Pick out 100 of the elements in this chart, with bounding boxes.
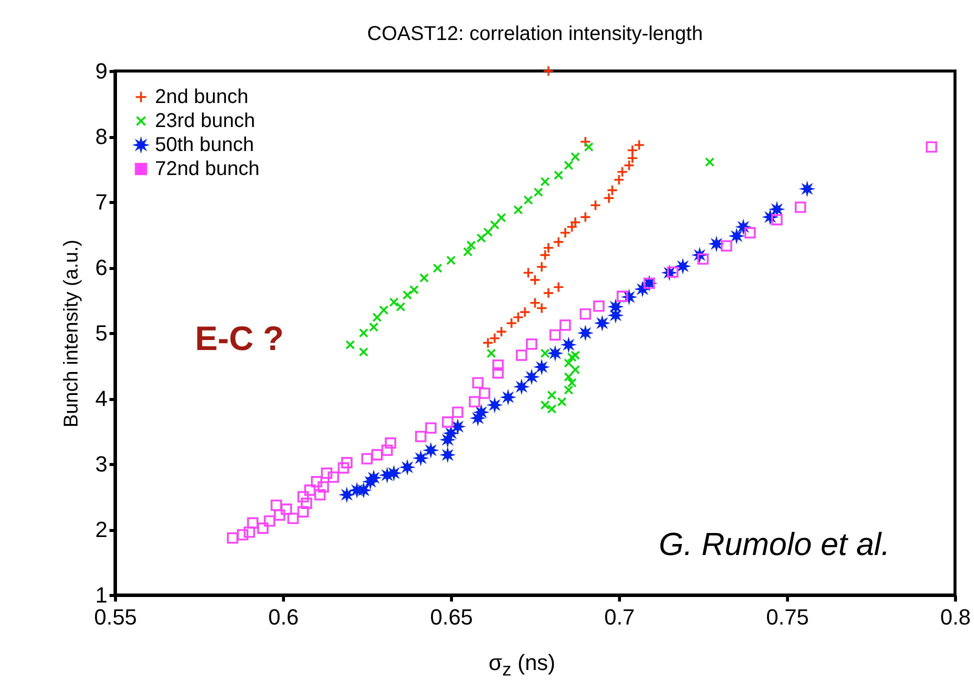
point [744,227,756,238]
point [298,506,309,518]
legend-label: 72nd bunch [155,158,260,180]
point [489,332,500,344]
point [524,195,533,205]
point [519,306,531,318]
point [483,227,493,237]
point [552,236,564,248]
point [512,312,524,323]
point [257,522,268,534]
x-tick-label: 0.6 [268,604,299,630]
point [300,498,312,509]
point [554,170,564,180]
point [560,227,571,238]
point [492,367,504,379]
point [593,300,604,312]
point [490,220,500,230]
legend-label: 2nd bunch [155,86,248,108]
y-axis-title: Bunch intensity (a.u.) [60,240,82,428]
y-tick-label: 2 [95,517,108,542]
point [557,397,567,406]
point [358,347,368,357]
y-tick-label: 8 [95,124,108,149]
y-tick-label: 5 [95,320,108,346]
point [371,449,383,460]
point [478,388,490,399]
point [446,256,456,265]
point [496,213,506,222]
point [590,200,602,211]
point [328,471,340,483]
point [341,457,352,468]
point [287,512,299,524]
point [514,205,523,215]
x-tick-label: 0.8 [940,604,971,630]
y-tick-label: 4 [95,386,108,411]
point [432,263,442,273]
point [547,404,556,414]
point [496,326,508,338]
point [771,214,783,226]
point [476,233,486,243]
point [419,273,429,283]
point [409,285,419,294]
point [358,328,368,338]
point [506,318,518,329]
y-tick-label: 9 [95,58,108,84]
y-tick-label: 7 [95,190,108,214]
point [584,142,594,152]
point [482,337,494,348]
point [542,242,554,254]
point [486,348,496,358]
point [616,166,628,178]
point [379,305,388,315]
point [552,282,564,293]
point [580,211,592,223]
point [472,377,484,388]
point [425,422,436,434]
point [321,468,332,479]
point [274,509,286,521]
point [346,340,355,350]
point [270,500,282,511]
point [603,192,615,204]
point [415,430,426,442]
point [570,152,580,162]
x-tick-label: 0.55 [94,604,137,630]
y-tick-label: 1 [95,582,108,608]
point [369,322,378,332]
point [237,529,248,540]
y-tick-label: 3 [95,452,108,476]
point [580,136,592,148]
point [570,364,580,374]
point [264,515,276,527]
point [280,504,292,515]
x-tick-label: 0.75 [766,604,809,630]
point [550,329,561,341]
point [389,298,399,307]
point [564,160,574,170]
point [547,390,556,400]
point [318,481,329,493]
point [580,308,592,320]
point [304,484,316,496]
point [542,65,554,77]
point [560,319,571,331]
point [361,453,373,464]
point [634,139,645,151]
point [314,489,326,500]
point [226,532,238,544]
point [372,312,382,322]
point [542,287,554,299]
point [468,396,480,408]
point [247,517,258,529]
point [396,302,406,312]
point [626,144,638,156]
point [298,491,309,502]
y-tick-label: 6 [95,255,108,280]
x-axis-title: σ$_{z}$ (ns) [488,650,556,680]
point [540,177,550,186]
point [338,462,350,474]
point [452,406,464,418]
chart-title: COAST12: correlation intensity-length [367,23,703,45]
point [402,290,412,300]
